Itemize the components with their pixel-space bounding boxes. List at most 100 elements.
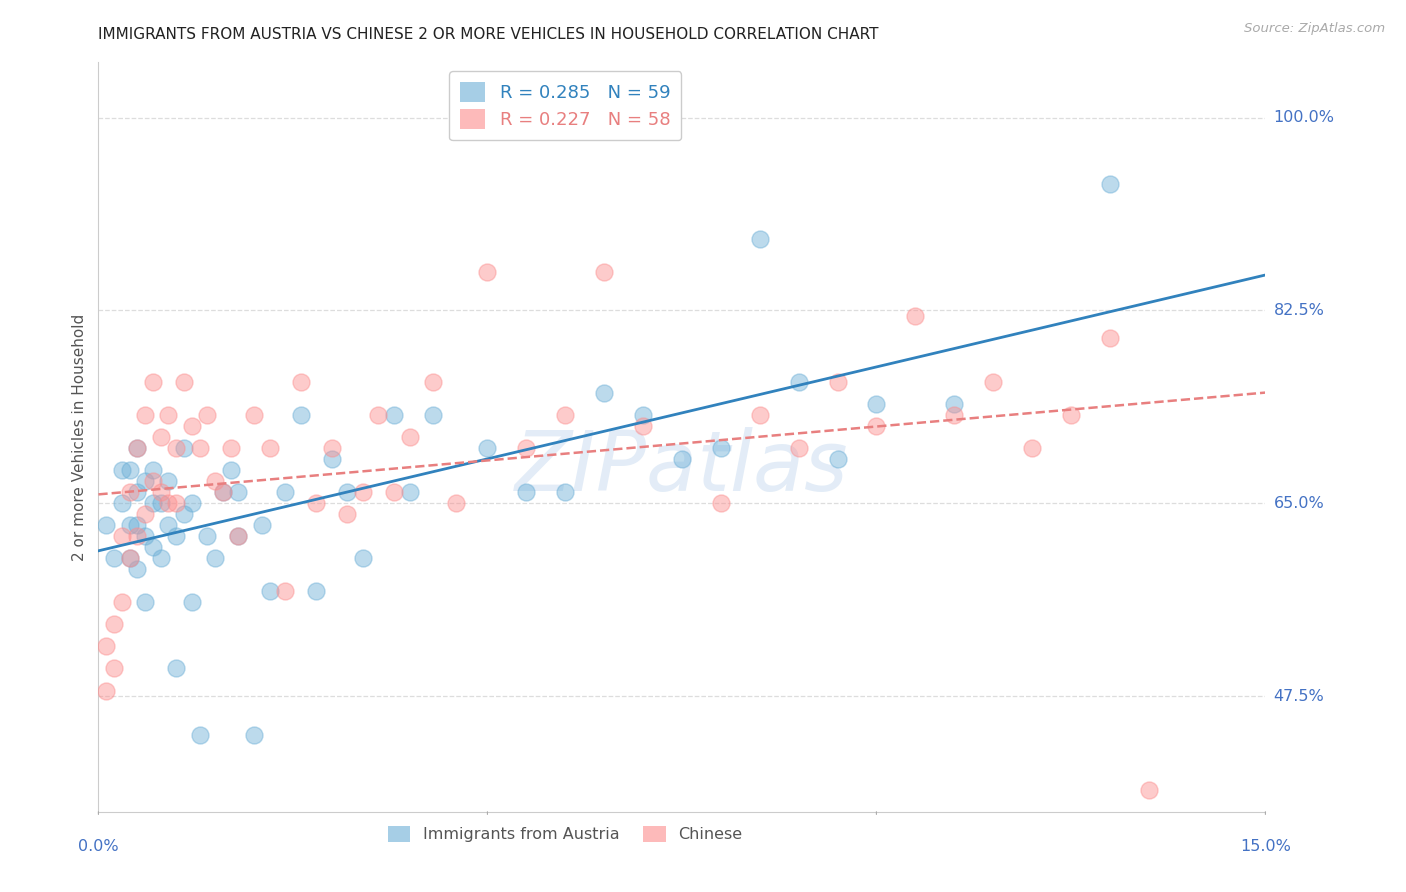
Text: 100.0%: 100.0% [1274,110,1334,125]
Point [305,584,328,599]
Point [180,595,202,609]
Point [195,408,218,422]
Point [250,518,273,533]
Point [96,640,118,654]
Point [593,265,616,279]
Point [748,232,770,246]
Point [321,441,343,455]
Point [336,485,359,500]
Point [149,485,172,500]
Point [157,408,180,422]
Point [290,408,312,422]
Point [165,441,187,455]
Point [142,541,165,555]
Point [118,485,141,500]
Point [336,507,359,521]
Point [180,419,202,434]
Point [173,375,195,389]
Point [180,496,202,510]
Point [1021,441,1043,455]
Point [219,463,242,477]
Point [103,617,125,632]
Point [593,386,616,401]
Point [631,408,654,422]
Point [446,496,468,510]
Point [382,485,405,500]
Point [134,408,156,422]
Point [111,496,134,510]
Point [188,728,211,742]
Point [243,728,266,742]
Point [134,507,156,521]
Point [127,441,149,455]
Point [259,441,281,455]
Text: Source: ZipAtlas.com: Source: ZipAtlas.com [1244,22,1385,36]
Point [127,562,149,576]
Point [157,474,180,488]
Point [134,595,156,609]
Text: IMMIGRANTS FROM AUSTRIA VS CHINESE 2 OR MORE VEHICLES IN HOUSEHOLD CORRELATION C: IMMIGRANTS FROM AUSTRIA VS CHINESE 2 OR … [98,27,879,42]
Point [204,474,226,488]
Point [165,529,187,543]
Point [96,518,118,533]
Point [127,485,149,500]
Point [554,485,576,500]
Point [127,518,149,533]
Point [943,397,966,411]
Point [515,485,537,500]
Point [149,496,172,510]
Point [827,375,849,389]
Point [865,397,887,411]
Text: 15.0%: 15.0% [1240,839,1291,855]
Point [1137,782,1160,797]
Point [228,529,250,543]
Point [142,375,165,389]
Point [111,529,134,543]
Point [111,595,134,609]
Point [904,309,927,323]
Point [127,529,149,543]
Point [787,375,810,389]
Point [173,441,195,455]
Point [103,551,125,566]
Point [142,463,165,477]
Point [212,485,235,500]
Point [149,551,172,566]
Point [398,430,420,444]
Point [142,496,165,510]
Point [981,375,1004,389]
Point [188,441,211,455]
Point [631,419,654,434]
Point [865,419,887,434]
Point [118,518,141,533]
Text: 47.5%: 47.5% [1274,689,1324,704]
Text: ZIPatlas: ZIPatlas [515,426,849,508]
Point [305,496,328,510]
Point [195,529,218,543]
Legend: Immigrants from Austria, Chinese: Immigrants from Austria, Chinese [381,820,749,848]
Text: 65.0%: 65.0% [1274,496,1324,511]
Point [1098,177,1121,191]
Point [259,584,281,599]
Point [173,507,195,521]
Point [827,452,849,467]
Point [290,375,312,389]
Point [398,485,420,500]
Point [96,683,118,698]
Point [352,485,374,500]
Point [1060,408,1083,422]
Point [134,474,156,488]
Text: 82.5%: 82.5% [1274,303,1324,318]
Point [134,529,156,543]
Point [748,408,770,422]
Point [1098,331,1121,345]
Point [103,661,125,675]
Point [352,551,374,566]
Point [710,441,733,455]
Point [477,441,499,455]
Point [212,485,235,500]
Point [127,441,149,455]
Point [671,452,693,467]
Point [165,496,187,510]
Point [165,661,187,675]
